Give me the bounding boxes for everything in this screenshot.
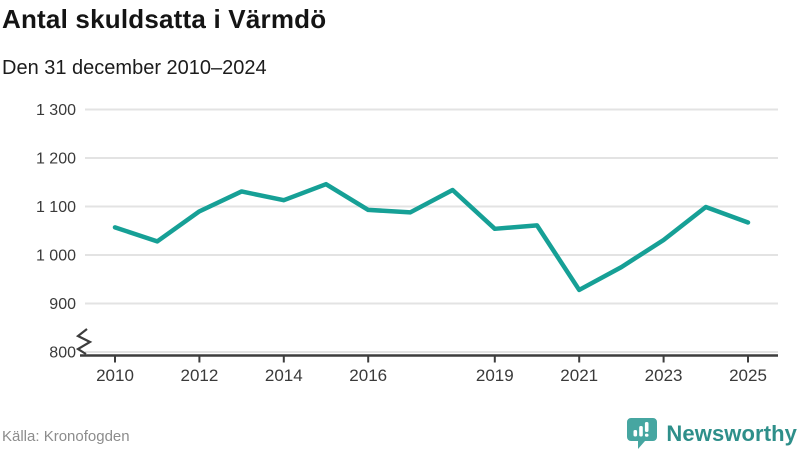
source-note: Källa: Kronofogden	[2, 428, 130, 445]
x-tick-label: 2023	[645, 366, 683, 385]
y-tick-label: 1 100	[36, 199, 76, 216]
x-tick-label: 2025	[729, 366, 767, 385]
newsworthy-logo: Newsworthy	[626, 417, 797, 450]
x-tick-label: 2019	[476, 366, 514, 385]
y-tick-label: 1 300	[36, 102, 76, 119]
x-tick-label: 2010	[96, 366, 134, 385]
chart-subtitle: Den 31 december 2010–2024	[2, 57, 267, 79]
data-line	[112, 181, 751, 293]
x-tick-label: 2021	[560, 366, 598, 385]
y-tick-label: 1 000	[36, 248, 76, 265]
y-tick-label: 800	[49, 345, 76, 362]
x-axis	[75, 328, 778, 363]
gridlines	[85, 108, 778, 353]
x-tick-label: 2016	[349, 366, 387, 385]
x-tick-label: 2014	[265, 366, 303, 385]
y-tick-label: 1 200	[36, 151, 76, 168]
x-tick-label: 2012	[180, 366, 218, 385]
bar-chart-speech-bubble-icon	[627, 418, 658, 449]
logo-mini-bars	[633, 422, 649, 437]
series-line	[112, 181, 751, 293]
axis-break-icon	[75, 328, 93, 355]
y-axis-labels: 800 900 1 000 1 100 1 200 1 300	[36, 102, 76, 362]
chart-title: Antal skuldsatta i Värmdö	[2, 4, 327, 34]
x-axis-labels: 2010 2012 2014 2016 2019 2021 2023 2025	[96, 366, 767, 385]
newsworthy-logo-text: Newsworthy	[666, 420, 797, 446]
y-tick-label: 900	[49, 296, 76, 313]
